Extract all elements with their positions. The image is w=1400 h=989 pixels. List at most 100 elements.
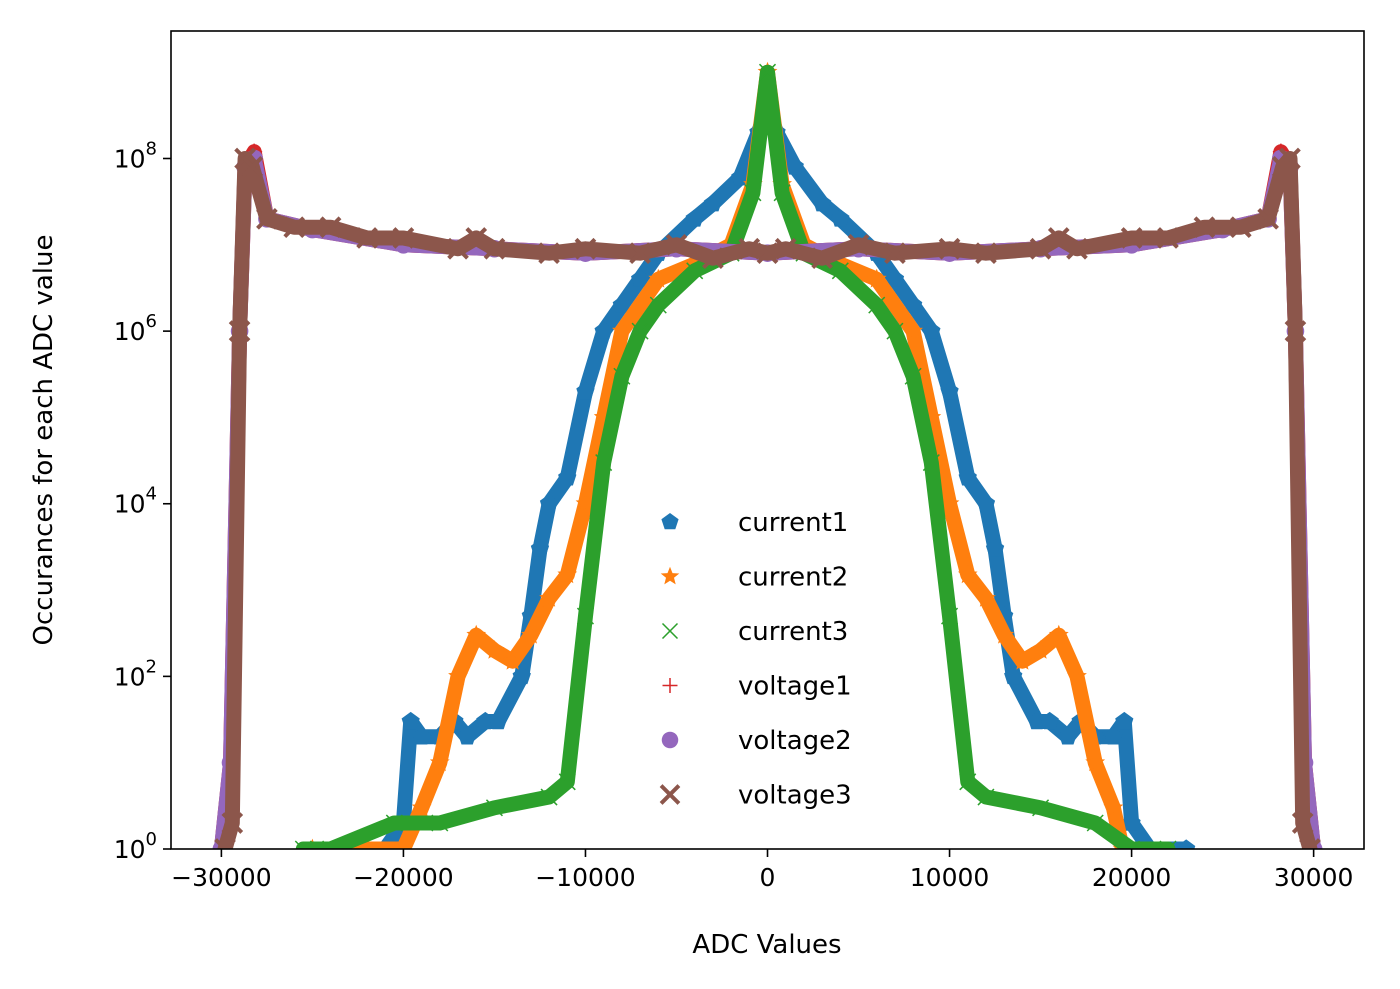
data-point-current1: [1104, 727, 1123, 745]
data-point-current1: [1122, 813, 1141, 831]
legend-marker-voltage1: [662, 678, 678, 693]
data-point-voltage3: [283, 216, 306, 239]
data-point-current2: [575, 493, 596, 513]
data-point-current2: [429, 752, 450, 772]
data-point-current1: [731, 168, 750, 186]
data-point-current3: [595, 454, 613, 472]
data-point-current3: [1032, 799, 1050, 817]
data-point-current1: [1115, 711, 1134, 730]
data-point-current3: [773, 184, 791, 202]
data-point-current2: [539, 588, 559, 607]
data-point-current2: [994, 624, 1015, 644]
data-point-current1: [512, 666, 531, 685]
data-point-voltage3: [774, 237, 797, 260]
data-point-current1: [976, 494, 996, 512]
data-point-voltage3: [975, 242, 997, 265]
x-tick-label: −30000: [171, 863, 271, 892]
data-point-voltage3: [256, 207, 278, 230]
data-point-current3: [941, 607, 959, 625]
data-point-voltage3: [756, 242, 779, 265]
data-point-current3: [558, 773, 576, 791]
data-point-current1: [985, 539, 1005, 557]
data-point-current3: [758, 63, 777, 81]
data-point-current1: [940, 381, 959, 400]
data-point-current1: [1004, 666, 1023, 685]
data-point-voltage3: [483, 237, 506, 260]
data-point-current2: [521, 624, 541, 644]
data-point-voltage3: [629, 242, 651, 265]
data-point-voltage3: [319, 216, 342, 239]
data-point-voltage3: [1120, 227, 1143, 249]
data-point-voltage3: [1299, 838, 1321, 849]
data-point-voltage3: [1193, 216, 1216, 239]
data-point-current2: [502, 650, 523, 670]
data-point-current1: [958, 468, 977, 486]
data-point-current1: [1027, 711, 1047, 730]
data-point-current1: [476, 711, 495, 730]
legend-marker-current2: [660, 566, 680, 585]
data-point-voltage3: [938, 237, 961, 260]
data-point-current2: [593, 407, 614, 426]
data-point-current2: [1030, 640, 1051, 659]
data-point-current3: [385, 814, 403, 832]
legend-label: voltage1: [738, 672, 852, 702]
data-point-current1: [594, 321, 613, 339]
data-point-current3: [322, 840, 340, 849]
data-point-voltage3: [665, 233, 688, 256]
x-tick-label: −10000: [535, 863, 635, 892]
y-tick-label: 102: [114, 656, 157, 691]
data-point-current1: [885, 269, 905, 287]
data-point-current1: [922, 321, 941, 339]
legend-marker-current1: [661, 513, 679, 530]
data-point-current1: [539, 494, 559, 512]
legend-marker-voltage2: [661, 731, 679, 749]
data-point-voltage3: [1284, 320, 1307, 342]
data-point-voltage3: [702, 247, 724, 270]
data-point-current3: [886, 322, 904, 340]
data-point-current1: [1058, 727, 1077, 745]
legend-marker-voltage3: [659, 784, 681, 805]
x-tick-label: 10000: [910, 863, 990, 892]
data-point-current1: [813, 194, 832, 212]
data-point-voltage3: [1157, 227, 1179, 249]
data-point-current2: [976, 588, 996, 607]
data-point-current1: [530, 539, 550, 557]
data-point-current3: [904, 367, 922, 385]
legend-item-voltage2: voltage2: [661, 726, 852, 756]
data-point-current3: [294, 840, 312, 849]
x-axis: −30000 −20000 −10000 0 10000 20000 30000: [171, 849, 1353, 892]
data-point-current1: [1040, 711, 1059, 730]
data-point-current1: [785, 157, 804, 175]
data-point-voltage3: [738, 237, 761, 260]
legend-item-current1: current1: [661, 508, 848, 538]
data-point-current3: [576, 607, 594, 625]
legend-item-voltage1: voltage1: [662, 672, 852, 702]
data-point-current3: [649, 296, 667, 314]
y-axis: 100 102 104 106 108: [114, 138, 171, 864]
legend-item-current2: current2: [660, 563, 848, 593]
data-point-voltage3: [1029, 237, 1052, 260]
data-point-current2: [866, 268, 887, 288]
legend-label: current1: [738, 508, 848, 538]
data-point-current1: [631, 269, 650, 287]
legend-item-current3: current3: [661, 617, 848, 647]
data-point-current2: [1103, 797, 1124, 817]
data-point-current3: [922, 454, 940, 472]
data-point-current2: [903, 320, 923, 340]
data-point-current1: [489, 711, 508, 730]
data-point-voltage3: [1257, 207, 1279, 230]
data-point-current3: [1159, 840, 1177, 849]
legend-label: voltage2: [738, 726, 852, 756]
data-point-current2: [1048, 624, 1069, 644]
data-point-current2: [448, 666, 468, 685]
x-tick-label: 30000: [1274, 863, 1354, 892]
data-point-current2: [484, 640, 505, 659]
data-point-current2: [957, 564, 978, 584]
data-point-voltage3: [847, 233, 870, 256]
data-point-voltage3: [1229, 216, 1252, 239]
data-point-voltage3: [241, 156, 264, 178]
data-point-current1: [685, 209, 704, 227]
data-point-current2: [648, 268, 669, 288]
